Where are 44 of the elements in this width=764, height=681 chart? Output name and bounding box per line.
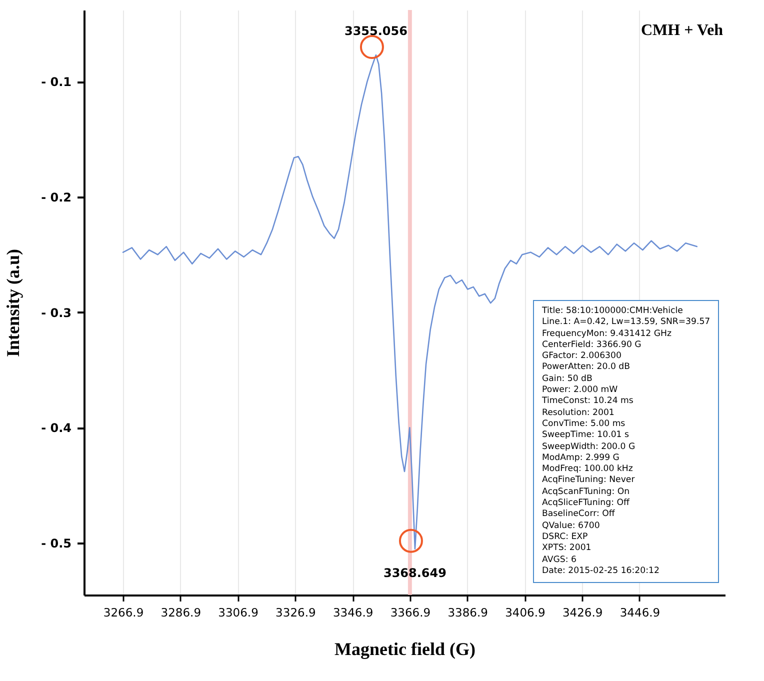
annotation: FrequencyMon: 9.431412 GHz <box>542 328 673 340</box>
annotation: TimeConst: 10.24 ms <box>542 396 634 408</box>
x-axis-title: Magnetic field (G) <box>334 639 476 659</box>
annotation: 3368.649 <box>383 566 446 580</box>
text: CMH + Veh <box>640 22 724 39</box>
annotation: AVGS: 6 <box>542 554 578 566</box>
annotation: Power: 2.000 mW <box>542 385 619 396</box>
annotation: PowerAtten: 20.0 dB <box>542 362 632 374</box>
y-axis-title: Intensity (a.u) <box>3 248 24 358</box>
x-tick-label: 3426.9 <box>562 606 603 620</box>
annotation: 3355.056 <box>344 24 408 38</box>
annotation: AcqScanFTuning: On <box>542 486 631 498</box>
x-tick-label: 3346.9 <box>332 606 374 620</box>
annotation: Date: 2015-02-25 16:20:12 <box>542 566 660 578</box>
annotation: Line.1: A=0.42, Lw=13.59, SNR=39.57 <box>542 317 710 329</box>
annotation: AcqFineTuning: Never <box>542 475 636 487</box>
annotation: Gain: 50 dB <box>542 374 594 386</box>
annotation: Title: 58:10:100000:CMH:Vehicle <box>542 306 684 318</box>
y-tick-label: - 0.3 <box>41 306 72 320</box>
annotation: SweepTime: 10.01 s <box>542 430 630 442</box>
annotation: AcqSliceFTuning: Off <box>542 498 631 510</box>
y-tick-label: - 0.1 <box>41 75 72 90</box>
annotation: ModFreq: 100.00 kHz <box>542 464 634 476</box>
annotation: GFactor: 2.006300 <box>542 351 622 362</box>
annotation: SweepWidth: 200.0 G <box>542 442 636 453</box>
annotation: BaselineCorr: Off <box>542 509 616 521</box>
x-tick-label: 3266.9 <box>103 606 144 620</box>
y-tick-label: - 0.4 <box>41 421 72 436</box>
annotation: CenterField: 3366.90 G <box>542 340 642 352</box>
annotation: QValue: 6700 <box>542 520 601 532</box>
annotation: XPTS: 2001 <box>542 543 592 555</box>
annotation: Resolution: 2001 <box>542 408 616 419</box>
y-tick-label: - 0.5 <box>41 536 72 551</box>
x-tick-label: 3286.9 <box>160 606 202 620</box>
annotation: DSRC: EXP <box>542 532 589 544</box>
x-tick-label: 3446.9 <box>620 606 660 620</box>
x-tick-label: 3406.9 <box>505 606 546 620</box>
x-tick-label: 3306.9 <box>218 606 258 620</box>
x-tick-label: 3366.9 <box>390 606 431 620</box>
annotation: ModAmp: 2.999 G <box>542 452 620 464</box>
x-tick-label: 3326.9 <box>276 606 316 620</box>
annotation: ConvTime: 5.00 ms <box>542 418 626 430</box>
x-tick-label: 3386.9 <box>448 606 488 620</box>
y-tick-label: - 0.2 <box>41 190 72 204</box>
